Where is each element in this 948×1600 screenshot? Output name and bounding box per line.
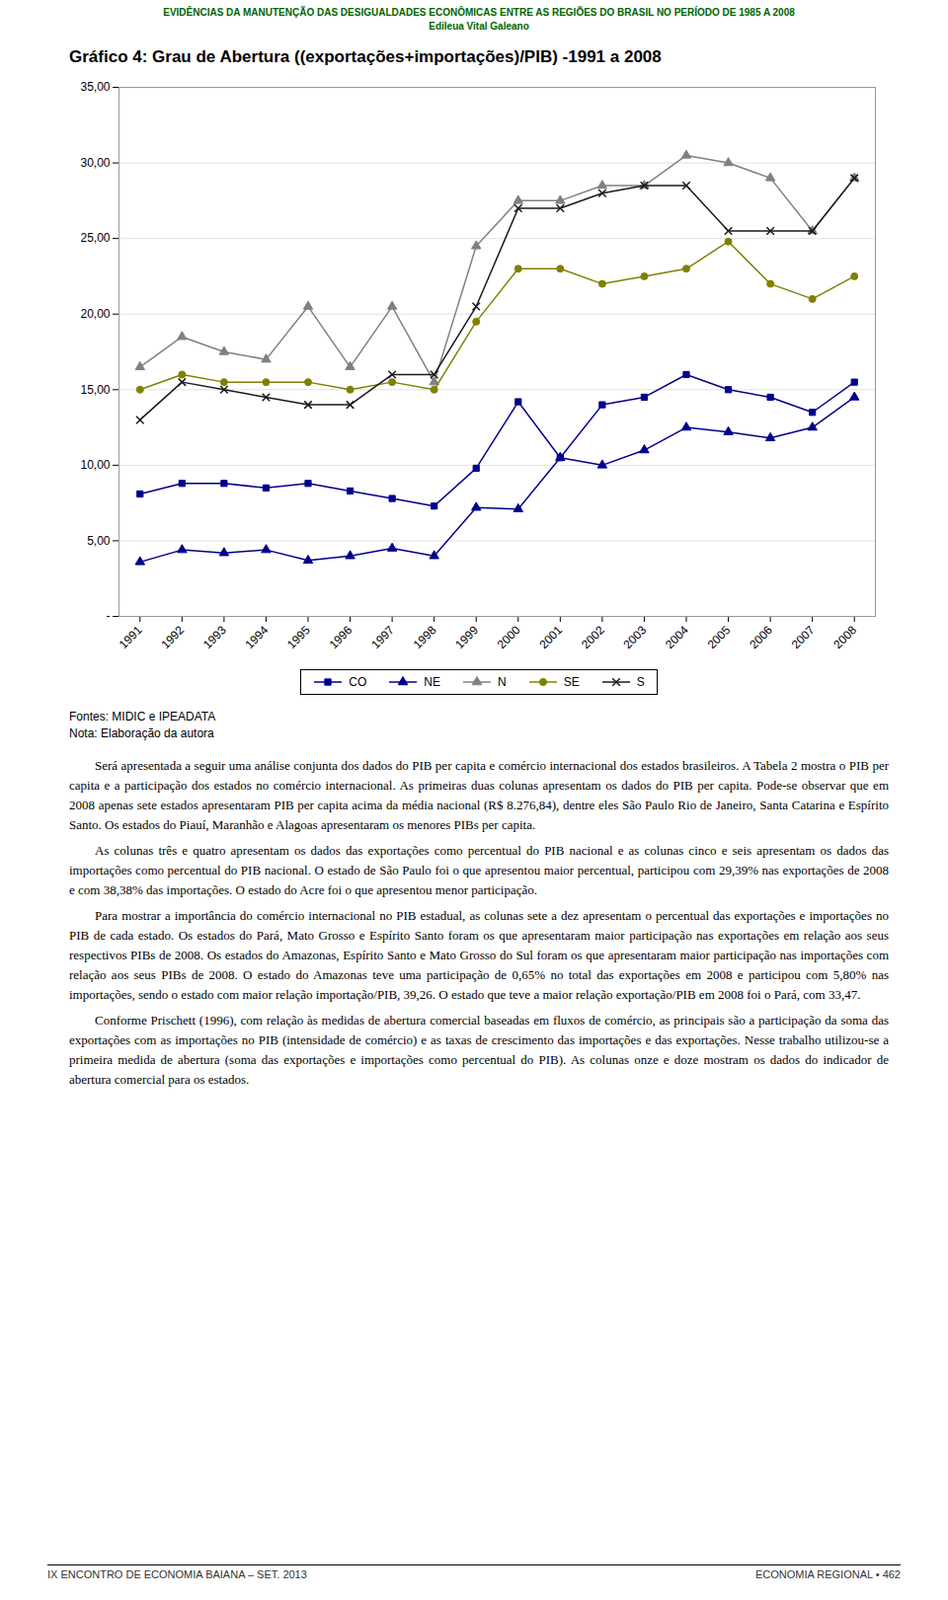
svg-text:30,00: 30,00 — [79, 156, 110, 170]
html-text:Gráfico 4: Grau de Abertura ((: Gráfico 4: Grau de Abertura ((exportaçõe… — [69, 47, 662, 67]
svg-text:1998: 1998 — [410, 623, 440, 652]
html-text:EVIDÊNCIAS DA MANUTENÇÃO DAS D: EVIDÊNCIAS DA MANUTENÇÃO DAS DESIGUALDAD… — [163, 6, 795, 18]
html-text:SE: SE — [563, 675, 580, 690]
svg-text:10,00: 10,00 — [79, 458, 110, 473]
html-text:ECONOMIA REGIONAL • 462: ECONOMIA REGIONAL • 462 — [755, 1569, 901, 1581]
html-text:CO: CO — [348, 675, 367, 690]
svg-text:1999: 1999 — [452, 623, 481, 652]
svg-text:20,00: 20,00 — [79, 307, 110, 321]
html-text:Conforme Prischett (1996), com: Conforme Prischett (1996), com relação à… — [69, 1013, 889, 1088]
svg-text:-: - — [106, 609, 111, 624]
html-text:Será apresentada a seguir uma: Será apresentada a seguir uma análise co… — [69, 758, 889, 833]
svg-text:1993: 1993 — [200, 623, 230, 652]
svg-text:2007: 2007 — [789, 623, 818, 652]
svg-text:2005: 2005 — [705, 623, 734, 652]
svg-text:1996: 1996 — [326, 623, 356, 652]
html-text:Fontes: MIDIC e IPEADATA: Fontes: MIDIC e IPEADATA — [69, 710, 216, 724]
svg-text:25,00: 25,00 — [79, 231, 110, 245]
svg-text:2008: 2008 — [830, 623, 860, 652]
html-text:NE: NE — [423, 675, 441, 690]
svg-text:2003: 2003 — [620, 623, 649, 652]
svg-text:1992: 1992 — [158, 623, 187, 652]
svg-text:5,00: 5,00 — [86, 534, 111, 549]
svg-text:2004: 2004 — [662, 623, 692, 652]
svg-text:1994: 1994 — [241, 623, 271, 652]
svg-text:2000: 2000 — [494, 623, 524, 652]
svg-text:1997: 1997 — [368, 623, 397, 652]
html-text:As colunas três e quatro apres: As colunas três e quatro apresentam os d… — [69, 843, 889, 898]
svg-text:15,00: 15,00 — [79, 383, 110, 397]
html-text:S: S — [636, 675, 645, 690]
svg-text:35,00: 35,00 — [79, 79, 110, 94]
html-text:Para mostrar a importância do: Para mostrar a importância do comércio i… — [69, 908, 889, 1003]
svg-text:2001: 2001 — [536, 623, 565, 652]
html-text:Edileua Vital Galeano: Edileua Vital Galeano — [428, 20, 530, 32]
svg-text:1995: 1995 — [284, 623, 314, 652]
html-text:N: N — [497, 675, 507, 690]
html-text:IX ENCONTRO DE ECONOMIA BAIANA: IX ENCONTRO DE ECONOMIA BAIANA – SET. 20… — [47, 1569, 308, 1581]
svg-text:1991: 1991 — [116, 623, 146, 652]
svg-text:2002: 2002 — [578, 623, 608, 652]
html-text:Nota: Elaboração da autora: Nota: Elaboração da autora — [69, 726, 215, 741]
svg-text:2006: 2006 — [746, 623, 776, 652]
